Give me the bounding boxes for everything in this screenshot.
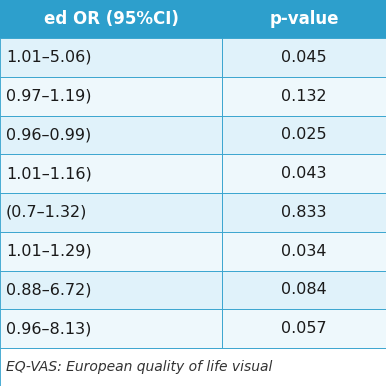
Bar: [0, 193, 222, 232]
Text: 1.01–1.29): 1.01–1.29): [6, 244, 91, 259]
Bar: [0, 309, 222, 348]
Bar: [222, 154, 386, 193]
Bar: [0, 348, 386, 386]
Bar: [222, 232, 386, 271]
Text: p-value: p-value: [269, 10, 339, 28]
Bar: [222, 309, 386, 348]
Bar: [222, 271, 386, 309]
Text: 0.084: 0.084: [281, 283, 327, 297]
Text: 0.96–8.13): 0.96–8.13): [6, 321, 91, 336]
Text: 0.034: 0.034: [281, 244, 327, 259]
Text: 0.96–0.99): 0.96–0.99): [6, 127, 91, 142]
Text: ed OR (95%CI): ed OR (95%CI): [44, 10, 178, 28]
Bar: [0, 271, 222, 309]
Text: 0.97–1.19): 0.97–1.19): [6, 89, 91, 103]
Text: 0.057: 0.057: [281, 321, 327, 336]
Bar: [222, 77, 386, 115]
Text: 0.025: 0.025: [281, 127, 327, 142]
Text: 0.88–6.72): 0.88–6.72): [6, 283, 91, 297]
Bar: [0, 115, 222, 154]
Text: EQ-VAS: European quality of life visual: EQ-VAS: European quality of life visual: [6, 360, 273, 374]
Bar: [0, 232, 222, 271]
Text: 1.01–5.06): 1.01–5.06): [6, 50, 91, 65]
Bar: [222, 115, 386, 154]
Bar: [0, 154, 222, 193]
Bar: [0, 0, 222, 38]
Bar: [222, 38, 386, 77]
Text: 0.833: 0.833: [281, 205, 327, 220]
Bar: [222, 193, 386, 232]
Bar: [222, 0, 386, 38]
Text: 1.01–1.16): 1.01–1.16): [6, 166, 92, 181]
Bar: [0, 38, 222, 77]
Text: 0.043: 0.043: [281, 166, 327, 181]
Text: 0.045: 0.045: [281, 50, 327, 65]
Bar: [0, 77, 222, 115]
Text: 0.132: 0.132: [281, 89, 327, 103]
Text: (0.7–1.32): (0.7–1.32): [6, 205, 87, 220]
